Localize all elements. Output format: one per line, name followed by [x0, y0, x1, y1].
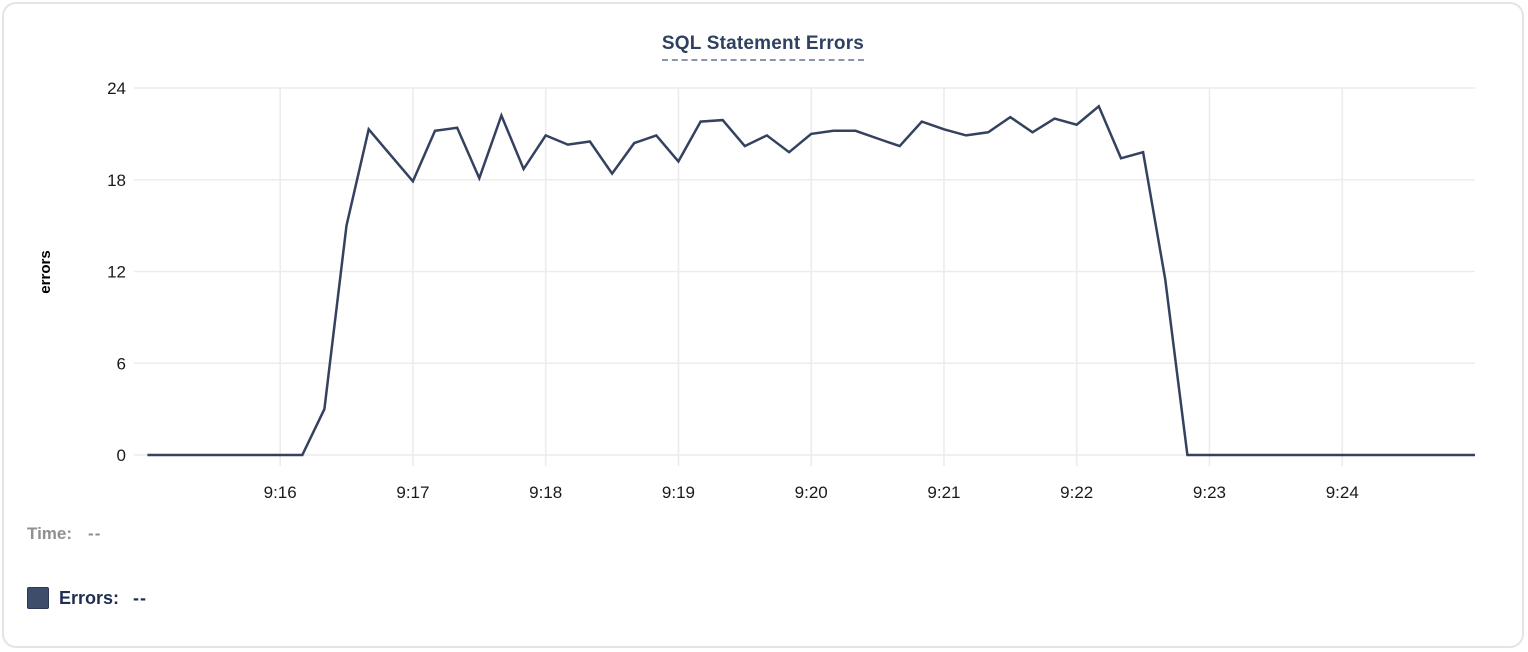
legend-errors-label: Errors:	[59, 587, 120, 608]
tooltip-time-value: --	[88, 524, 102, 543]
tooltip-time-label: Time:	[27, 524, 73, 543]
chart-header: SQL Statement Errors	[4, 33, 1522, 61]
x-tick-label: 9:21	[927, 483, 960, 502]
y-tick-label: 24	[107, 79, 126, 98]
tooltip-time-row: Time: --	[27, 524, 101, 544]
errors-line	[147, 104, 1475, 457]
x-tick-label: 9:16	[264, 483, 297, 502]
x-tick-label: 9:22	[1060, 483, 1093, 502]
y-tick-label: 6	[117, 354, 126, 373]
y-tick-label: 0	[117, 446, 126, 465]
chart-title[interactable]: SQL Statement Errors	[661, 33, 865, 61]
legend-errors-row: Errors: --	[27, 587, 147, 609]
errors-series-swatch	[27, 587, 49, 609]
y-tick-label: 18	[107, 171, 126, 190]
x-tick-label: 9:23	[1193, 483, 1226, 502]
y-tick-label: 12	[107, 263, 126, 282]
y-axis-label: errors	[37, 250, 54, 293]
errors-chart[interactable]: 0 6 12 18 24 9:16 9:17 9:18 9:19 9:20 9:21 9:22 9:23…	[4, 4, 1528, 516]
x-tick-label: 9:18	[529, 483, 562, 502]
tooltip-errors-value: --	[133, 587, 148, 608]
x-tick-label: 9:24	[1326, 483, 1359, 502]
x-tick-label: 9:20	[795, 483, 828, 502]
x-tick-label: 9:17	[396, 483, 429, 502]
x-tick-label: 9:19	[662, 483, 695, 502]
